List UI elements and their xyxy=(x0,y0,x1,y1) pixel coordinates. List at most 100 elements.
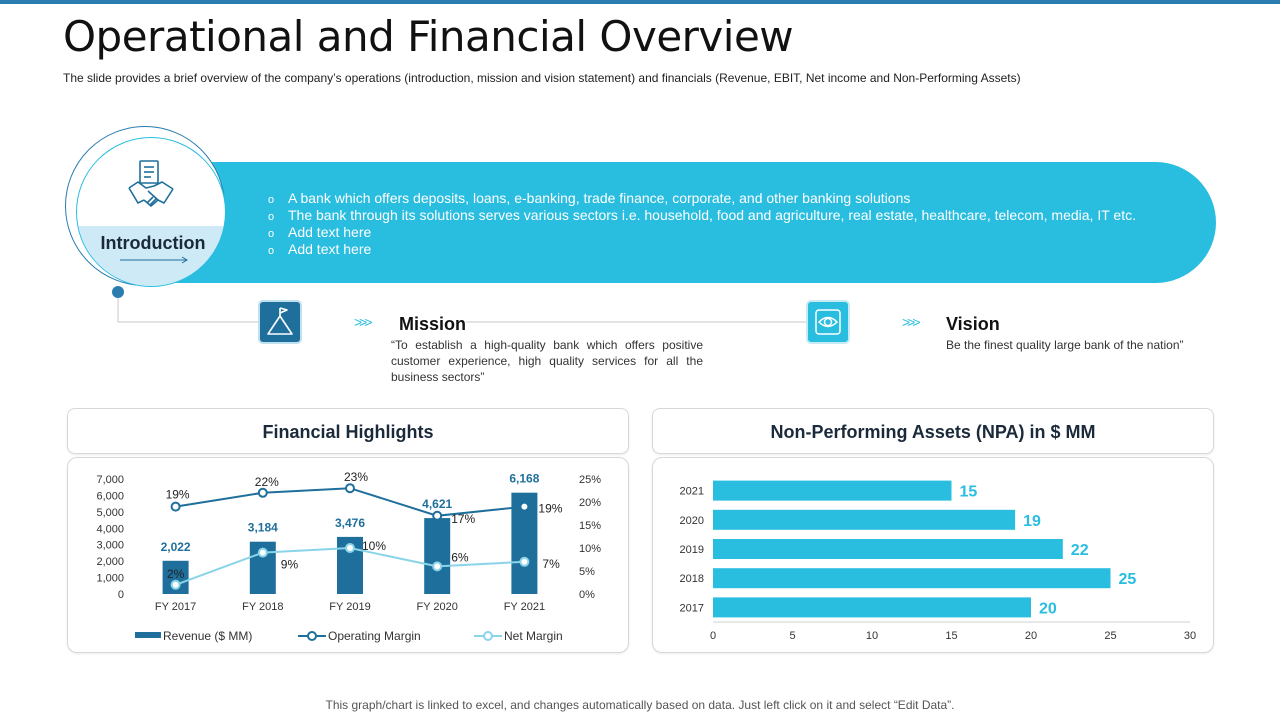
financial-highlights-header: Financial Highlights xyxy=(67,408,629,454)
legend-revenue-swatch xyxy=(135,632,161,638)
operating-margin-point xyxy=(257,487,268,498)
operating-margin-label: 19% xyxy=(166,488,190,502)
net-margin-point xyxy=(257,547,268,558)
mission-text: “To establish a high-quality bank which … xyxy=(391,338,703,384)
npa-title: Non-Performing Assets (NPA) in $ MM xyxy=(770,422,1096,442)
net-margin-point xyxy=(519,556,530,567)
vision-icon-box xyxy=(806,300,850,344)
x-tick-label: FY 2018 xyxy=(242,601,283,613)
eye-icon xyxy=(815,309,841,335)
mission-heading: Mission xyxy=(399,314,467,334)
net-margin-label: 6% xyxy=(451,550,469,564)
introduction-label: Introduction xyxy=(100,233,206,253)
top-accent-bar xyxy=(0,0,1280,4)
npa-header: Non-Performing Assets (NPA) in $ MM xyxy=(652,408,1214,454)
page-subtitle: The slide provides a brief overview of t… xyxy=(63,71,1021,85)
x-tick-label: FY 2017 xyxy=(155,601,196,613)
npa-x-tick-label: 20 xyxy=(1025,630,1037,642)
npa-bar xyxy=(713,539,1063,559)
operating-margin-label: 22% xyxy=(255,475,279,489)
page-title: Operational and Financial Overview xyxy=(63,12,794,61)
legend-operating-label: Operating Margin xyxy=(328,629,421,643)
legend-operating-marker xyxy=(307,631,317,641)
npa-category-label: 2019 xyxy=(680,544,704,556)
net-margin-point xyxy=(432,561,443,572)
net-margin-label: 7% xyxy=(542,557,560,571)
operating-margin-label: 17% xyxy=(451,512,475,526)
npa-data-label: 20 xyxy=(1039,600,1057,617)
vision-heading: Vision xyxy=(946,314,1000,334)
x-tick-label: FY 2021 xyxy=(504,601,545,613)
chevrons-icon: >>> xyxy=(354,314,372,330)
financial-highlights-title: Financial Highlights xyxy=(262,422,434,442)
y-tick-label: 6,000 xyxy=(96,490,124,502)
vision-text: Be the finest quality large bank of the … xyxy=(946,338,1184,352)
y-tick-label: 3,000 xyxy=(96,540,124,552)
revenue-data-label: 4,621 xyxy=(422,497,452,511)
y-tick-label: 2,000 xyxy=(96,556,124,568)
arrow-right-icon xyxy=(120,256,188,264)
legend-net-marker xyxy=(483,631,493,641)
npa-data-label: 22 xyxy=(1071,542,1089,559)
y-tick-label: 0 xyxy=(118,589,124,601)
operating-margin-label: 19% xyxy=(538,502,562,516)
npa-x-tick-label: 5 xyxy=(789,630,795,642)
npa-bar xyxy=(713,480,952,501)
npa-category-label: 2017 xyxy=(680,602,704,614)
npa-x-tick-label: 10 xyxy=(866,630,878,642)
npa-x-tick-label: 0 xyxy=(710,630,716,642)
y2-tick-label: 10% xyxy=(579,543,601,555)
x-tick-label: FY 2019 xyxy=(329,601,370,613)
timeline-dot xyxy=(112,286,124,298)
npa-category-label: 2020 xyxy=(680,515,704,527)
x-tick-label: FY 2020 xyxy=(417,601,458,613)
revenue-data-label: 3,184 xyxy=(248,521,278,535)
y2-tick-label: 20% xyxy=(579,497,601,509)
y2-tick-label: 15% xyxy=(579,520,601,532)
flag-mountain-icon xyxy=(267,307,293,335)
y2-tick-label: 25% xyxy=(579,474,601,486)
net-margin-point xyxy=(170,579,181,590)
operating-margin-point xyxy=(432,510,443,521)
npa-bar xyxy=(713,568,1111,589)
y2-tick-label: 5% xyxy=(579,566,595,578)
npa-data-label: 15 xyxy=(960,484,978,501)
legend-net-label: Net Margin xyxy=(504,629,563,643)
timeline-connector xyxy=(117,298,806,323)
npa-data-label: 25 xyxy=(1119,571,1137,588)
revenue-data-label: 2,022 xyxy=(161,540,191,554)
chevrons-icon: >>> xyxy=(902,314,920,330)
revenue-bar xyxy=(424,518,451,594)
net-margin-point xyxy=(345,543,355,553)
npa-bar xyxy=(713,597,1031,618)
npa-category-label: 2021 xyxy=(680,486,704,498)
y-tick-label: 7,000 xyxy=(96,474,124,486)
mission-icon-box xyxy=(258,300,302,344)
introduction-circle xyxy=(76,137,226,287)
introduction-band xyxy=(150,162,1216,283)
npa-x-tick-label: 30 xyxy=(1184,630,1196,642)
operating-margin-point xyxy=(519,501,530,512)
revenue-data-label: 3,476 xyxy=(335,516,365,530)
npa-x-tick-label: 25 xyxy=(1104,630,1116,642)
net-margin-label: 9% xyxy=(281,558,299,572)
operating-margin-label: 23% xyxy=(344,470,368,484)
net-margin-label: 10% xyxy=(362,539,386,553)
net-margin-label: 2% xyxy=(167,567,185,581)
npa-bar xyxy=(713,509,1016,530)
y-tick-label: 4,000 xyxy=(96,523,124,535)
npa-data-label: 19 xyxy=(1023,513,1041,530)
operating-margin-point xyxy=(170,501,181,512)
npa-category-label: 2018 xyxy=(680,573,704,585)
intro-bullet-4: o Add text here xyxy=(268,241,372,257)
intro-bullet-3: o Add text here xyxy=(268,224,372,240)
y-tick-label: 1,000 xyxy=(96,573,124,585)
footer-note: This graph/chart is linked to excel, and… xyxy=(325,698,955,712)
handshake-document-icon xyxy=(128,160,174,207)
y2-tick-label: 0% xyxy=(579,589,595,601)
y-tick-label: 5,000 xyxy=(96,507,124,519)
legend-revenue-label: Revenue ($ MM) xyxy=(163,629,252,643)
